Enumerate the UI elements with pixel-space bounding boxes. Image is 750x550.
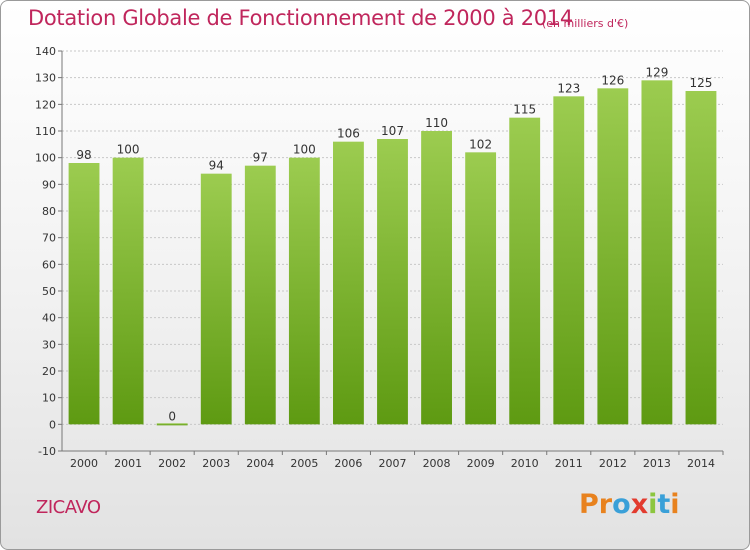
bar-2007 (377, 139, 408, 425)
logo-letter: i (648, 489, 658, 520)
bar-2003 (200, 173, 232, 425)
x-tick-label: 2013 (643, 457, 671, 470)
bar-2001 (112, 157, 144, 425)
x-tick-label: 2006 (334, 457, 362, 470)
commune-name: ZICAVO (36, 497, 101, 518)
data-label-2009: 102 (469, 137, 492, 151)
bar-2005 (288, 157, 320, 425)
bar-2000 (68, 163, 100, 425)
y-tick-label: 110 (35, 125, 56, 138)
y-tick-label: 40 (42, 312, 56, 325)
logo-letter: x (630, 489, 649, 520)
y-tick-label: 90 (42, 178, 56, 191)
bar-2009 (465, 152, 497, 425)
x-tick-label: 2004 (246, 457, 274, 470)
x-tick-label: 2005 (290, 457, 318, 470)
x-tick-label: 2000 (70, 457, 98, 470)
y-tick-label: 70 (42, 232, 56, 245)
data-label-2002: 0 (168, 409, 176, 423)
x-tick-label: 2014 (687, 457, 715, 470)
x-tick-label: 2010 (511, 457, 539, 470)
chart-unit: (en milliers d'€) (542, 17, 629, 30)
y-tick-label: 0 (49, 418, 56, 431)
logo-letter: P (579, 489, 599, 520)
bar-2014 (685, 91, 717, 425)
x-tick-label: 2008 (423, 457, 451, 470)
x-tick-label: 2011 (555, 457, 583, 470)
bar-2004 (244, 165, 276, 425)
y-tick-label: 120 (35, 98, 56, 111)
x-tick-label: 2003 (202, 457, 230, 470)
bar-2011 (553, 96, 585, 425)
data-label-2003: 94 (209, 159, 224, 173)
x-tick-label: 2009 (467, 457, 495, 470)
data-label-2000: 98 (76, 148, 91, 162)
x-tick-label: 2001 (114, 457, 142, 470)
logo-letter: r (598, 489, 613, 520)
y-tick-label: 130 (35, 72, 56, 85)
bar-2012 (597, 88, 629, 425)
y-tick-label: 50 (42, 285, 56, 298)
data-label-2011: 123 (557, 81, 580, 95)
y-tick-label: 80 (42, 205, 56, 218)
bar-2008 (421, 131, 452, 425)
data-label-2008: 110 (425, 116, 448, 130)
y-tick-label: -10 (38, 445, 56, 458)
data-label-2001: 100 (117, 143, 140, 157)
x-tick-label: 2002 (158, 457, 186, 470)
data-label-2007: 107 (381, 124, 404, 138)
bar-2002 (156, 423, 188, 426)
data-label-2004: 97 (253, 151, 268, 165)
x-tick-label: 2012 (599, 457, 627, 470)
bar-2013 (641, 80, 673, 425)
bar-2010 (509, 117, 541, 425)
logo-letter: i (670, 489, 680, 520)
bar-2006 (333, 141, 364, 425)
y-tick-label: 140 (35, 45, 56, 58)
proxiti-logo[interactable]: Proxiti (579, 489, 680, 520)
y-tick-label: 30 (42, 338, 56, 351)
data-label-2005: 100 (293, 143, 316, 157)
chart-title: Dotation Globale de Fonctionnement de 20… (28, 6, 573, 30)
data-label-2010: 115 (513, 103, 536, 117)
data-label-2012: 126 (601, 73, 624, 87)
y-tick-label: 20 (42, 365, 56, 378)
x-tick-label: 2007 (379, 457, 407, 470)
y-tick-label: 60 (42, 258, 56, 271)
data-label-2014: 125 (690, 76, 713, 90)
data-label-2013: 129 (645, 65, 668, 79)
y-tick-label: 10 (42, 392, 56, 405)
logo-letter: o (612, 489, 631, 520)
logo-letter: t (657, 489, 671, 520)
data-label-2006: 106 (337, 127, 360, 141)
y-tick-label: 100 (35, 152, 56, 165)
